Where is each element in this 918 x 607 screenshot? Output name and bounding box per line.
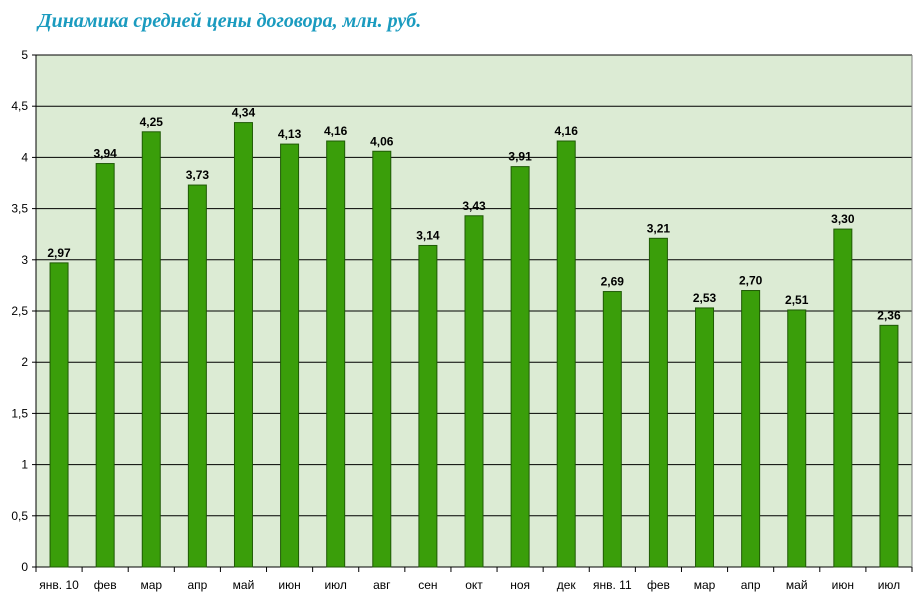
bar bbox=[741, 290, 761, 568]
data-label: 3,14 bbox=[416, 228, 440, 242]
y-tick-label: 2 bbox=[21, 355, 28, 369]
bar bbox=[372, 150, 392, 568]
x-tick-label: апр bbox=[741, 578, 761, 592]
x-tick-label: авг bbox=[373, 578, 391, 592]
y-tick-label: 0 bbox=[21, 560, 28, 574]
x-tick-label: окт bbox=[465, 578, 483, 592]
bar bbox=[95, 163, 115, 568]
y-tick-label: 3 bbox=[21, 253, 28, 267]
data-label: 2,70 bbox=[739, 274, 763, 288]
data-label: 2,69 bbox=[601, 275, 625, 289]
data-label: 4,34 bbox=[232, 106, 256, 120]
x-tick-label: янв. 10 bbox=[39, 578, 79, 592]
data-label: 4,13 bbox=[278, 127, 302, 141]
data-label: 3,21 bbox=[647, 221, 671, 235]
x-tick-label: сен bbox=[418, 578, 437, 592]
bar bbox=[510, 166, 530, 568]
chart-title: Динамика средней цены договора, млн. руб… bbox=[38, 10, 422, 32]
bar bbox=[418, 244, 438, 568]
y-tick-label: 0,5 bbox=[11, 509, 28, 523]
y-tick-label: 1 bbox=[21, 458, 28, 472]
x-tick-label: янв. 11 bbox=[593, 578, 632, 592]
x-tick-label: май bbox=[233, 578, 255, 592]
bar bbox=[326, 140, 346, 568]
y-tick-label: 4 bbox=[21, 150, 28, 164]
data-label: 3,73 bbox=[186, 168, 210, 182]
x-tick-label: июн bbox=[278, 578, 300, 592]
data-label: 2,53 bbox=[693, 291, 717, 305]
y-tick-label: 2,5 bbox=[11, 304, 28, 318]
bar bbox=[648, 237, 668, 568]
data-label: 4,06 bbox=[370, 134, 394, 148]
x-tick-label: июл bbox=[878, 578, 900, 592]
x-tick-label: ноя bbox=[510, 578, 530, 592]
bar bbox=[787, 309, 807, 568]
data-label: 3,91 bbox=[508, 150, 532, 164]
bar bbox=[49, 262, 69, 568]
bar bbox=[556, 140, 576, 568]
y-tick-label: 3,5 bbox=[11, 202, 28, 216]
y-tick-label: 1,5 bbox=[11, 406, 28, 420]
y-tick-label: 5 bbox=[21, 48, 28, 62]
bar bbox=[833, 228, 853, 568]
bar bbox=[602, 291, 622, 568]
x-tick-label: фев bbox=[647, 578, 670, 592]
data-label: 3,30 bbox=[831, 212, 855, 226]
x-tick-label: фев bbox=[94, 578, 117, 592]
data-label: 2,51 bbox=[785, 293, 809, 307]
bar bbox=[141, 131, 161, 568]
data-label: 3,94 bbox=[93, 147, 117, 161]
x-tick-label: июн bbox=[832, 578, 854, 592]
data-label: 4,16 bbox=[324, 124, 348, 138]
bar bbox=[280, 143, 300, 568]
bar bbox=[187, 184, 207, 568]
data-label: 4,25 bbox=[140, 115, 164, 129]
y-tick-label: 4,5 bbox=[11, 99, 28, 113]
x-tick-label: июл bbox=[324, 578, 346, 592]
data-label: 4,16 bbox=[555, 124, 579, 138]
x-tick-label: мар bbox=[694, 578, 716, 592]
bar bbox=[695, 307, 715, 568]
x-tick-label: дек bbox=[557, 578, 577, 592]
bar bbox=[464, 215, 484, 568]
bar bbox=[233, 122, 253, 568]
data-label: 2,97 bbox=[47, 246, 71, 260]
data-label: 3,43 bbox=[462, 199, 486, 213]
data-label: 2,36 bbox=[877, 308, 901, 322]
x-tick-label: май bbox=[786, 578, 808, 592]
x-tick-label: апр bbox=[187, 578, 207, 592]
bar bbox=[879, 324, 899, 568]
x-tick-label: мар bbox=[140, 578, 162, 592]
